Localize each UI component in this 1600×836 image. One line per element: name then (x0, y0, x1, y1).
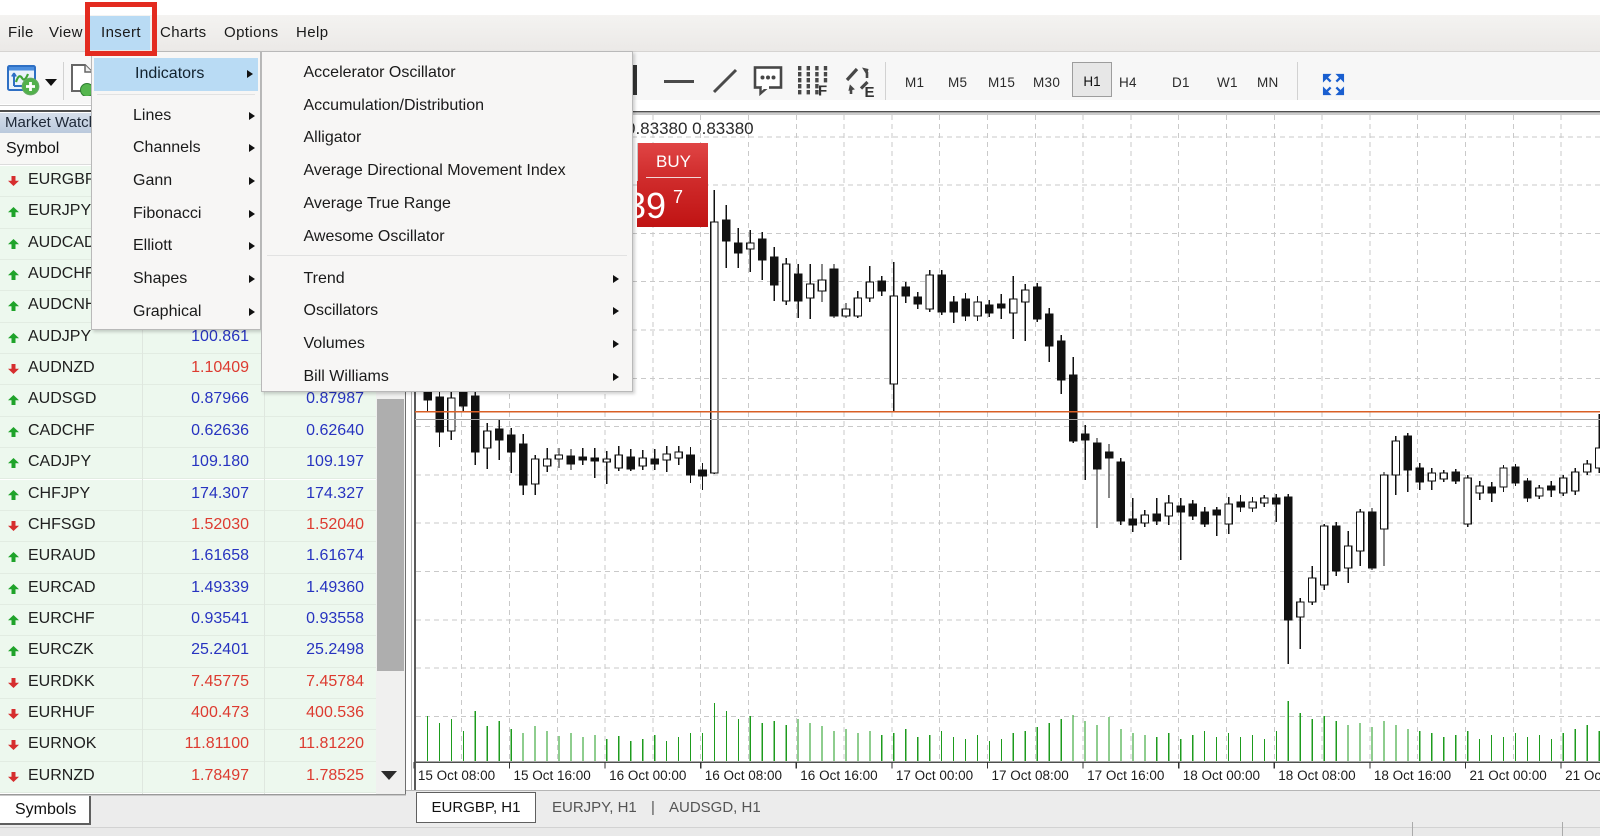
svg-text:18 Oct 00:00: 18 Oct 00:00 (1183, 768, 1260, 783)
svg-text:16 Oct 08:00: 16 Oct 08:00 (705, 768, 782, 783)
svg-text:F: F (818, 83, 827, 100)
svg-text:15 Oct 16:00: 15 Oct 16:00 (514, 768, 591, 783)
svg-text:18 Oct 16:00: 18 Oct 16:00 (1374, 768, 1451, 783)
svg-text:21 Oct 00:00: 21 Oct 00:00 (1470, 768, 1547, 783)
svg-text:18 Oct 08:00: 18 Oct 08:00 (1278, 768, 1355, 783)
svg-text:17 Oct 08:00: 17 Oct 08:00 (992, 768, 1069, 783)
svg-text:17 Oct 16:00: 17 Oct 16:00 (1087, 768, 1164, 783)
svg-text:15 Oct 08:00: 15 Oct 08:00 (418, 768, 495, 783)
svg-text:E: E (865, 84, 875, 100)
svg-text:16 Oct 00:00: 16 Oct 00:00 (609, 768, 686, 783)
svg-text:17 Oct 00:00: 17 Oct 00:00 (896, 768, 973, 783)
svg-text:21 Oct 08:00: 21 Oct 08:00 (1565, 768, 1600, 783)
svg-text:16 Oct 16:00: 16 Oct 16:00 (800, 768, 877, 783)
